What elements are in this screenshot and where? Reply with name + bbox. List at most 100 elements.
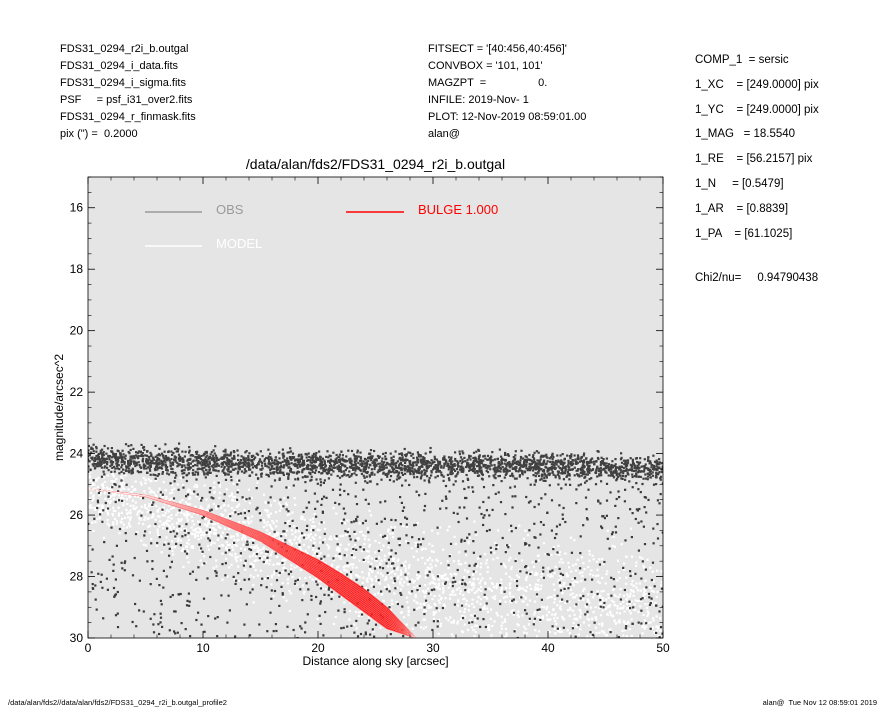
obs-point [102,470,105,473]
model-point [346,519,349,522]
obs-point [479,466,482,469]
model-point [638,635,641,638]
model-point [305,537,308,540]
model-point [411,578,414,581]
model-point [658,656,660,658]
model-point [122,523,126,526]
model-point [591,596,595,599]
obs-point [433,467,436,470]
model-point [120,511,123,514]
obs-point [171,453,174,456]
obs-point [124,443,128,446]
obs-point [632,462,635,465]
model-point [269,512,272,515]
model-point [565,572,568,575]
model-point [379,534,382,537]
model-point [504,572,508,575]
obs-point [149,469,152,472]
obs-point [193,473,197,476]
obs-point [365,461,368,464]
model-point [432,581,435,585]
model-point [393,557,396,560]
model-point [599,603,602,606]
model-point [213,528,216,531]
obs-point [605,467,608,470]
model-point [272,522,275,525]
model-point [253,560,256,563]
obs-point [532,454,535,457]
obs-point [412,470,415,473]
obs-point [106,463,109,466]
obs-point [605,462,608,465]
obs-point [624,461,627,464]
obs-point [558,467,561,470]
obs-point [252,454,255,457]
model-point [531,561,534,564]
obs-point [437,464,440,467]
model-point [259,549,262,552]
model-point [181,525,184,528]
obs-point [633,464,636,467]
model-point [220,536,223,539]
model-point [646,614,649,617]
obs-point [356,449,359,452]
obs-point [275,459,278,462]
model-point [188,495,192,498]
model-point [325,588,328,591]
model-point [504,636,507,638]
model-point [544,553,547,556]
model-point [365,550,368,553]
model-point [438,609,441,612]
obs-point [435,458,438,461]
model-point [254,559,257,562]
obs-point [545,476,548,479]
obs-point [412,464,415,467]
model-point [268,523,271,526]
obs-point [92,462,96,465]
obs-point [282,473,285,476]
obs-point [298,463,301,466]
model-point [194,527,197,531]
model-point [198,508,201,511]
obs-point [249,468,252,471]
obs-point [149,461,152,464]
obs-point [528,467,531,470]
obs-point [424,471,427,474]
model-point [289,592,292,595]
model-point [579,628,582,631]
model-point [500,582,503,585]
model-point [171,484,174,487]
chart-title: /data/alan/fds2/FDS31_0294_r2i_b.outgal [245,156,506,172]
obs-point [114,455,117,458]
model-point [449,649,451,651]
obs-point [449,471,452,474]
model-point [319,536,322,539]
obs-point [466,458,469,461]
obs-point [462,467,465,470]
obs-point [650,472,653,475]
obs-point [649,476,652,479]
obs-point [154,444,157,447]
model-point [161,523,164,526]
obs-point [528,465,531,468]
model-point [155,504,158,507]
model-point [341,534,345,537]
obs-point [102,453,105,457]
obs-point [105,461,108,464]
obs-point [477,464,480,467]
model-point [366,527,369,530]
obs-point [647,472,650,475]
model-point [625,555,628,558]
model-point [354,610,358,614]
obs-point [395,478,398,481]
model-point [122,497,125,500]
obs-point [550,468,553,471]
obs-point [474,459,477,462]
model-point [247,488,250,491]
obs-point [419,460,422,463]
obs-point [319,467,322,470]
model-point [625,646,627,648]
model-point [295,542,298,545]
obs-point [631,475,634,479]
model-point [275,519,278,523]
